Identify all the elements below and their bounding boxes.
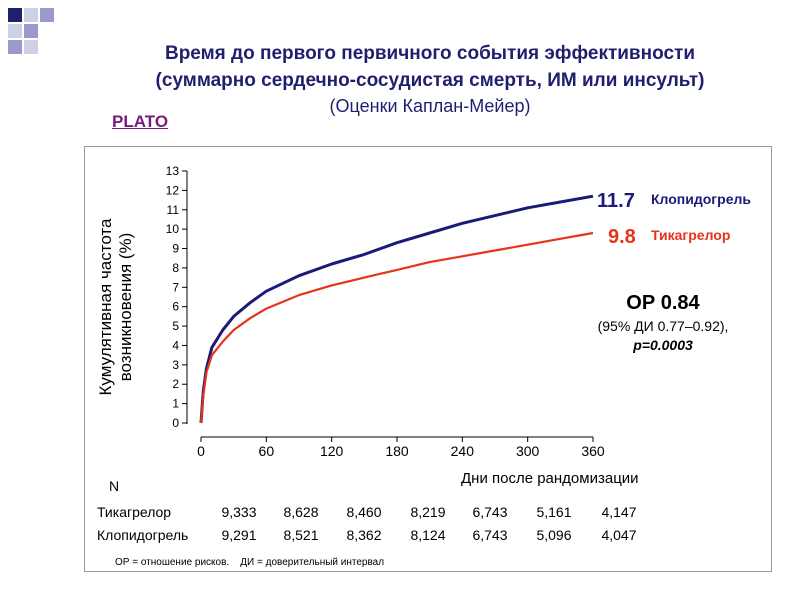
- x-tick-label: 300: [516, 443, 540, 459]
- hazard-ratio: ОР 0.84: [626, 292, 700, 314]
- y-tick-label: 3: [172, 358, 179, 372]
- risk-table-cell: 6,743: [472, 527, 507, 543]
- y-tick-label: 7: [172, 280, 179, 294]
- risk-table-cell: 8,124: [410, 527, 445, 543]
- risk-table-cell: 5,096: [536, 527, 571, 543]
- x-axis-label: Дни после рандомизации: [461, 470, 639, 487]
- slide-title: Время до первого первичного события эффе…: [60, 40, 800, 118]
- decor-square: [40, 8, 54, 22]
- confidence-interval: (95% ДИ 0.77–0.92),: [598, 318, 729, 334]
- decor-square: [24, 8, 38, 22]
- x-tick-label: 0: [197, 443, 205, 459]
- risk-table-cell: 8,362: [346, 527, 381, 543]
- y-tick-label: 1: [172, 397, 179, 411]
- y-tick-label: 4: [172, 338, 179, 352]
- y-tick-label: 8: [172, 261, 179, 275]
- decor-square: [8, 24, 22, 38]
- y-tick-label: 9: [172, 242, 179, 256]
- km-figure: 0 1 2 3 4 5 6 7 8 9 10 11 12 13 0 60 120 180 240 300 360 Кум…: [84, 146, 772, 572]
- ticagrelor-legend-label: Тикагрелор: [651, 227, 730, 243]
- study-label: PLATO: [112, 112, 169, 131]
- risk-table-cell: 4,047: [601, 527, 636, 543]
- risk-table-cell: 6,743: [472, 504, 507, 520]
- y-axis-label-line2: возникновения (%): [116, 233, 135, 382]
- risk-table-cell: 8,460: [346, 504, 381, 520]
- risk-table-cell: 4,147: [601, 504, 636, 520]
- series-line-ticagrelor: [199, 231, 594, 424]
- title-line-2: (суммарно сердечно-сосудистая смерть, ИМ…: [155, 70, 705, 91]
- decor-square: [8, 40, 22, 54]
- risk-row-label-clopidogrel: Клопидогрель: [97, 527, 188, 543]
- y-tick-label: 12: [166, 183, 180, 197]
- clopidogrel-legend-label: Клопидогрель: [651, 191, 751, 207]
- risk-table-cell: 5,161: [536, 504, 571, 520]
- x-tick-label: 180: [385, 443, 409, 459]
- decor-square: [24, 40, 38, 54]
- y-tick-label: 0: [172, 416, 179, 430]
- risk-table-header: N: [109, 478, 119, 494]
- p-value: p=0.0003: [632, 337, 693, 353]
- risk-table-cell: 8,219: [410, 504, 445, 520]
- decor-square: [8, 8, 22, 22]
- y-tick-label: 5: [172, 319, 179, 333]
- clopidogrel-end-value: 11.7: [597, 190, 635, 212]
- ticagrelor-end-value: 9.8: [608, 226, 636, 248]
- y-axis-label-line1: Кумулятивная частота: [96, 218, 115, 396]
- risk-table-cell: 9,333: [221, 504, 256, 520]
- y-tick-label: 13: [166, 164, 180, 178]
- y-tick-label: 6: [172, 300, 179, 314]
- title-line-3: (Оценки Каплан-Мейер): [329, 96, 531, 116]
- x-tick-label: 120: [320, 443, 344, 459]
- risk-table-cell: 8,628: [283, 504, 318, 520]
- y-tick-label: 2: [172, 377, 179, 391]
- risk-row-label-ticagrelor: Тикагрелор: [97, 504, 171, 520]
- title-line-1: Время до первого первичного события эффе…: [164, 43, 695, 64]
- y-tick-label: 10: [166, 222, 180, 236]
- risk-table-cell: 9,291: [221, 527, 256, 543]
- x-tick-label: 60: [259, 443, 275, 459]
- footnote: ОР = отношение рисков. ДИ = доверительны…: [115, 557, 384, 568]
- series-line-clopidogrel: [199, 194, 594, 424]
- x-tick-label: 360: [581, 443, 605, 459]
- decor-square: [24, 24, 38, 38]
- y-tick-label: 11: [167, 203, 180, 217]
- x-tick-label: 240: [451, 443, 475, 459]
- risk-table-cell: 8,521: [283, 527, 318, 543]
